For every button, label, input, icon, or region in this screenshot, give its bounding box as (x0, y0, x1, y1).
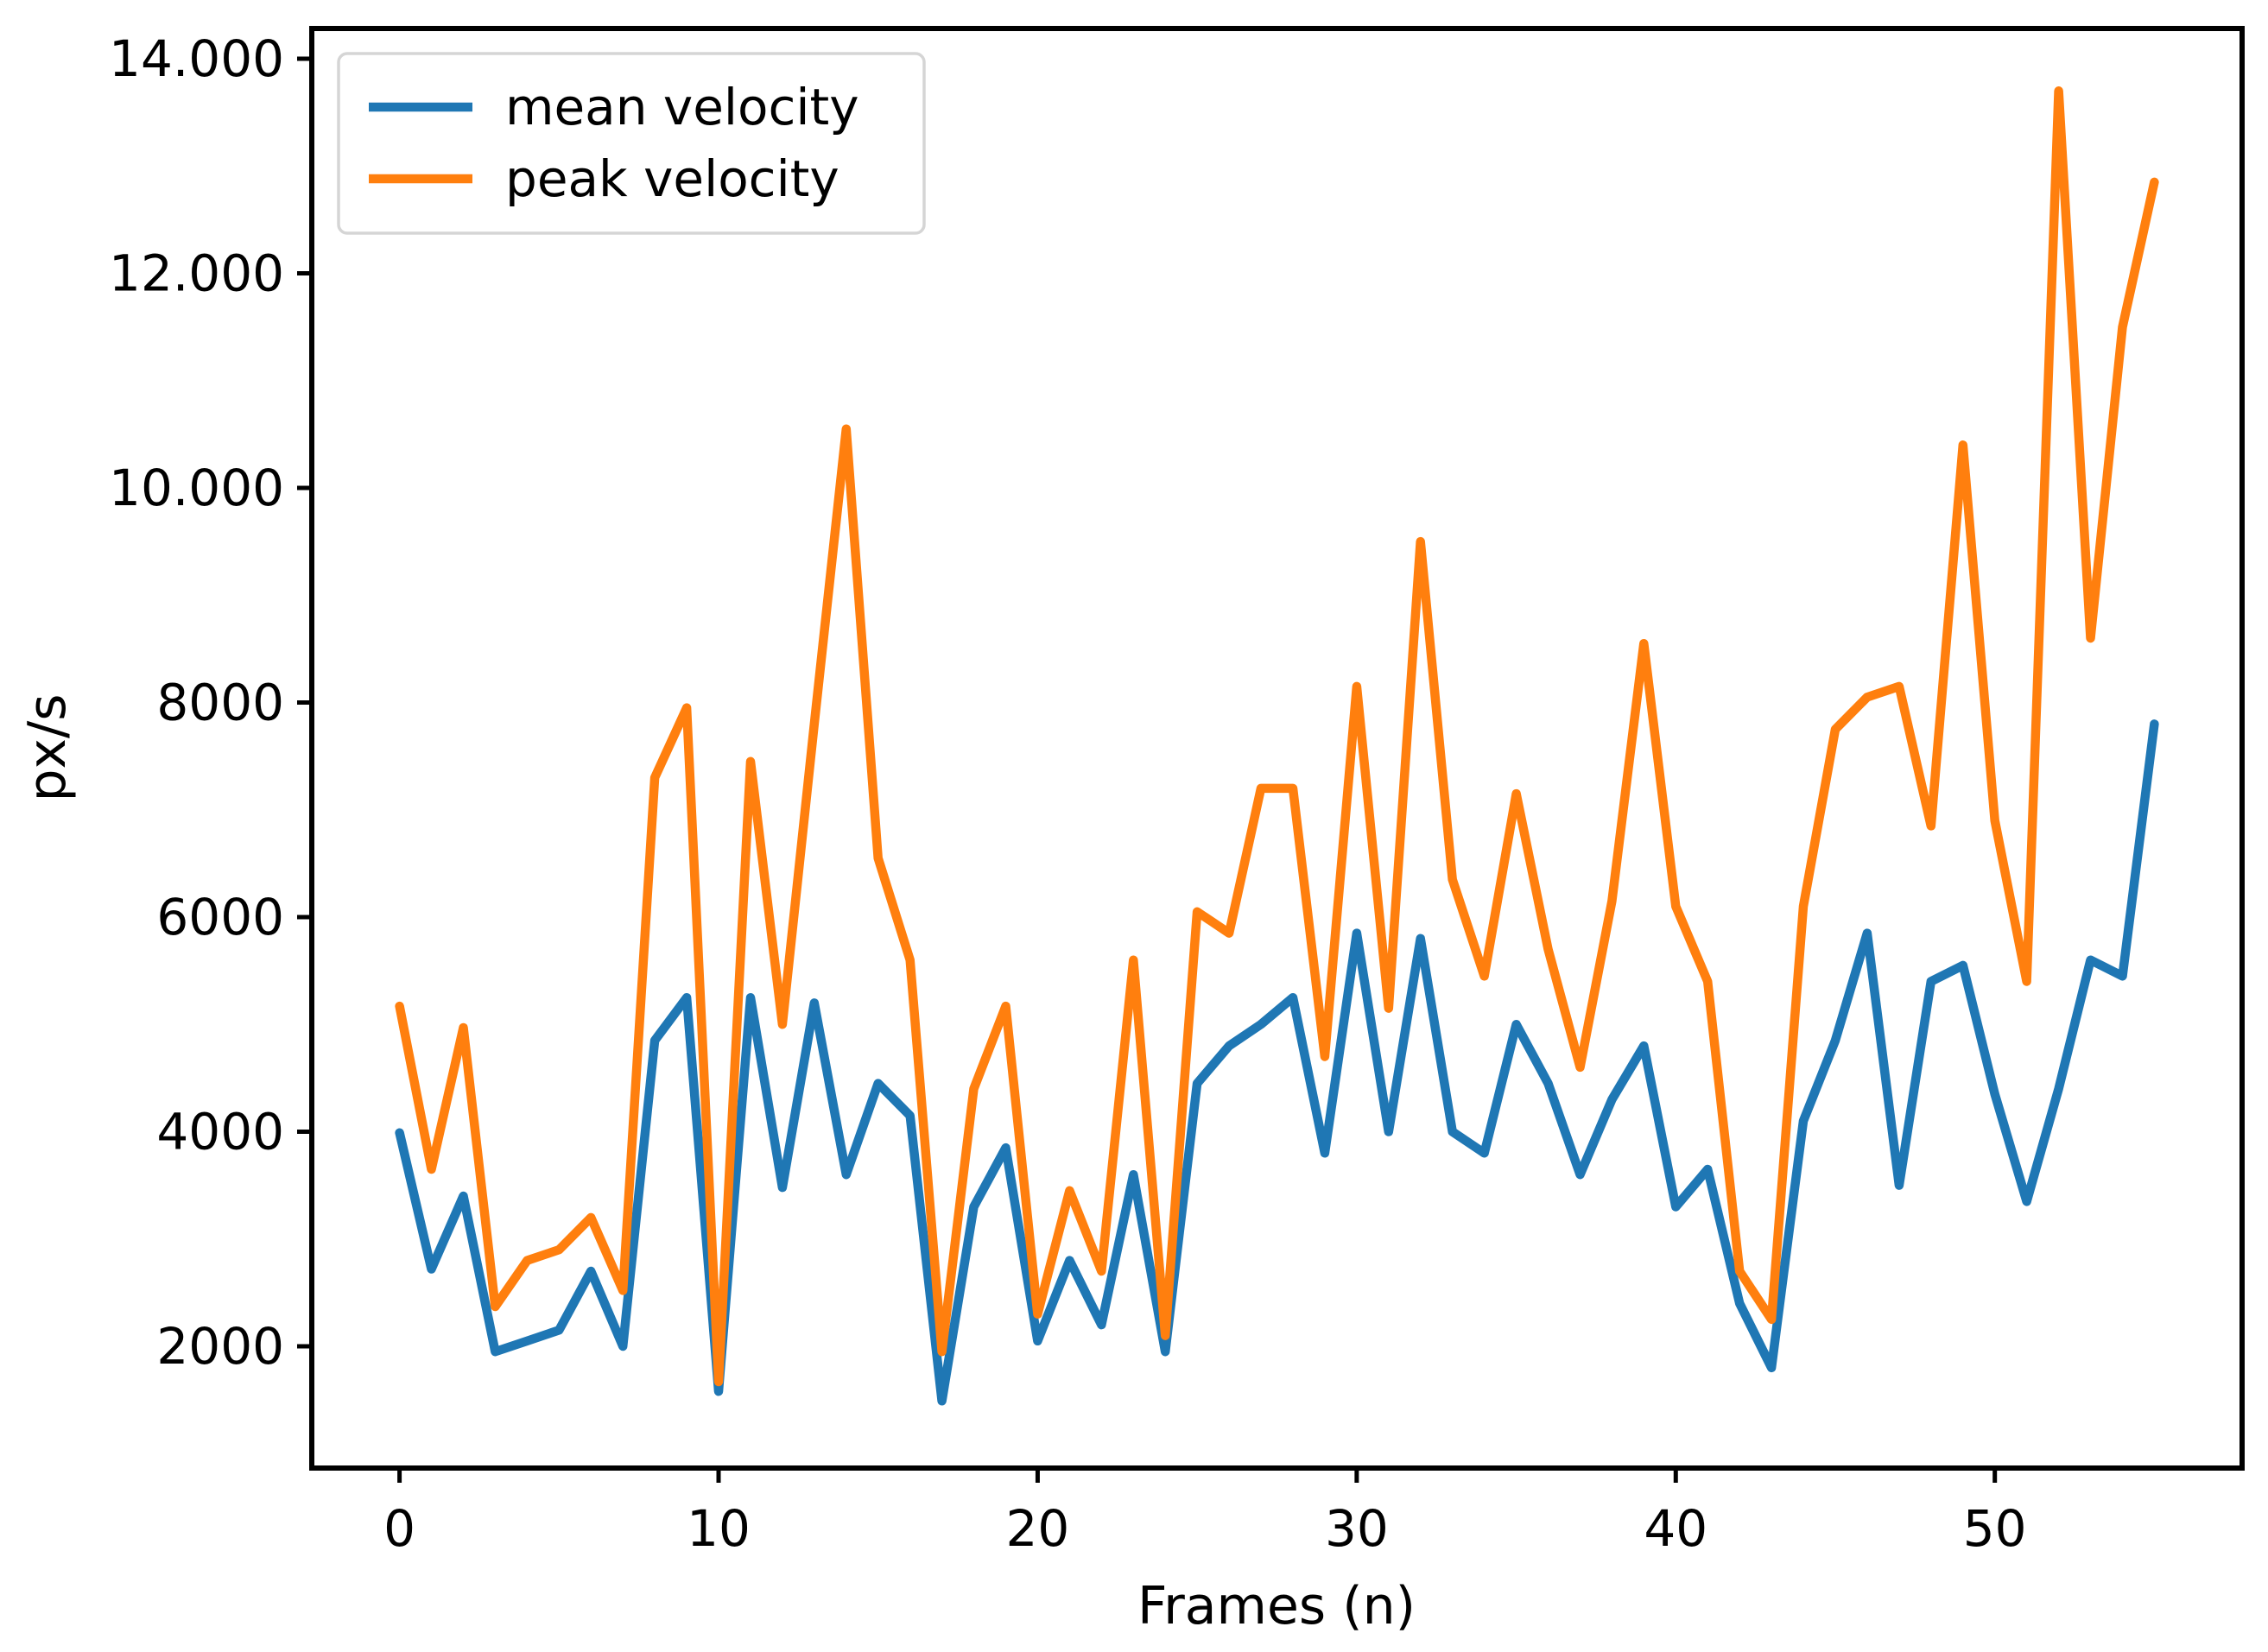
series-line-mean-velocity (395, 719, 2159, 1406)
y-axis-label: px/s (17, 693, 78, 801)
y-tick-label: 4000 (156, 1102, 284, 1161)
legend-box (337, 52, 926, 235)
legend-label-mean-velocity: mean velocity (505, 78, 859, 136)
y-axis-ticks: 2000 4000 6000 8000 10.000 12.000 14.000 (109, 29, 312, 1376)
y-tick-label: 2000 (156, 1317, 284, 1376)
x-tick-label: 50 (1963, 1499, 2027, 1558)
y-tick-label: 12.000 (109, 244, 284, 303)
x-tick-label: 30 (1325, 1499, 1389, 1558)
x-tick-label: 20 (1006, 1499, 1070, 1558)
series-line-peak-velocity (395, 86, 2159, 1387)
x-tick-label: 40 (1644, 1499, 1707, 1558)
legend-label-peak-velocity: peak velocity (505, 149, 839, 208)
y-tick-label: 14.000 (109, 29, 284, 88)
x-axis-ticks: 0 10 20 30 40 50 (383, 1468, 2027, 1558)
data-lines (395, 86, 2159, 1406)
x-axis-label: Frames (n) (1137, 1576, 1416, 1636)
y-tick-label: 8000 (156, 674, 284, 732)
x-tick-label: 0 (383, 1499, 415, 1558)
x-tick-label: 10 (687, 1499, 751, 1558)
plot-area (309, 26, 2245, 1471)
legend: mean velocity peak velocity (337, 52, 926, 235)
y-tick-label: 10.000 (109, 459, 284, 517)
y-tick-label: 6000 (156, 888, 284, 946)
